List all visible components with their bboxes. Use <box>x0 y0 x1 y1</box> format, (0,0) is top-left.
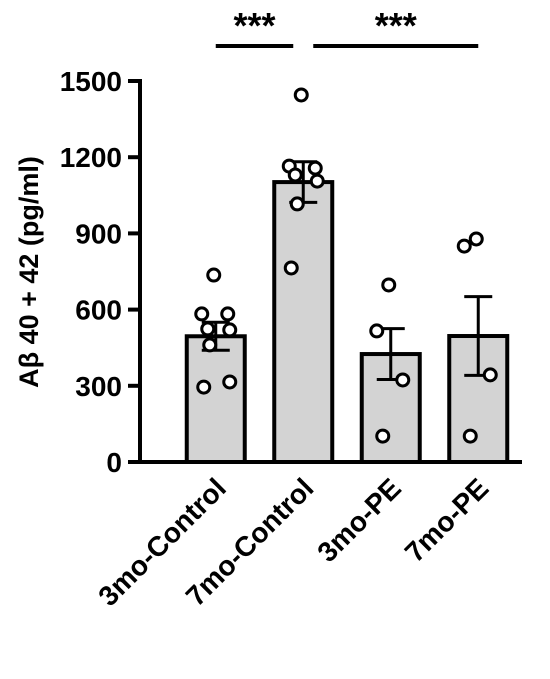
data-point <box>482 367 498 383</box>
data-point <box>307 160 323 176</box>
data-point <box>222 374 238 390</box>
y-tick-label: 0 <box>106 447 122 478</box>
data-point <box>202 337 218 353</box>
bar <box>184 334 247 464</box>
data-point <box>293 87 309 103</box>
data-point <box>309 173 325 189</box>
data-point <box>220 306 236 322</box>
data-point <box>196 379 212 395</box>
data-point <box>456 238 472 254</box>
significance-label: *** <box>375 5 417 46</box>
data-point <box>206 267 222 283</box>
data-point <box>369 323 385 339</box>
data-point <box>395 372 411 388</box>
y-tick-label: 600 <box>75 295 122 326</box>
y-tick-label: 1500 <box>60 66 122 97</box>
significance-label: *** <box>233 5 275 46</box>
x-tick-label: 3mo-PE <box>311 472 407 568</box>
data-point <box>287 167 303 183</box>
data-point <box>200 321 216 337</box>
x-tick-label: 7mo-PE <box>399 472 495 568</box>
data-point <box>194 306 210 322</box>
data-point <box>462 428 478 444</box>
data-point <box>289 196 305 212</box>
data-point <box>222 322 238 338</box>
data-point <box>381 277 397 293</box>
y-tick-label: 300 <box>75 371 122 402</box>
data-point <box>468 231 484 247</box>
y-axis-label: Aβ 40 + 42 (pg/ml) <box>14 156 44 388</box>
data-point <box>283 260 299 276</box>
y-tick-label: 1200 <box>60 142 122 173</box>
bar <box>272 180 335 464</box>
y-tick-label: 900 <box>75 218 122 249</box>
data-point <box>375 428 391 444</box>
